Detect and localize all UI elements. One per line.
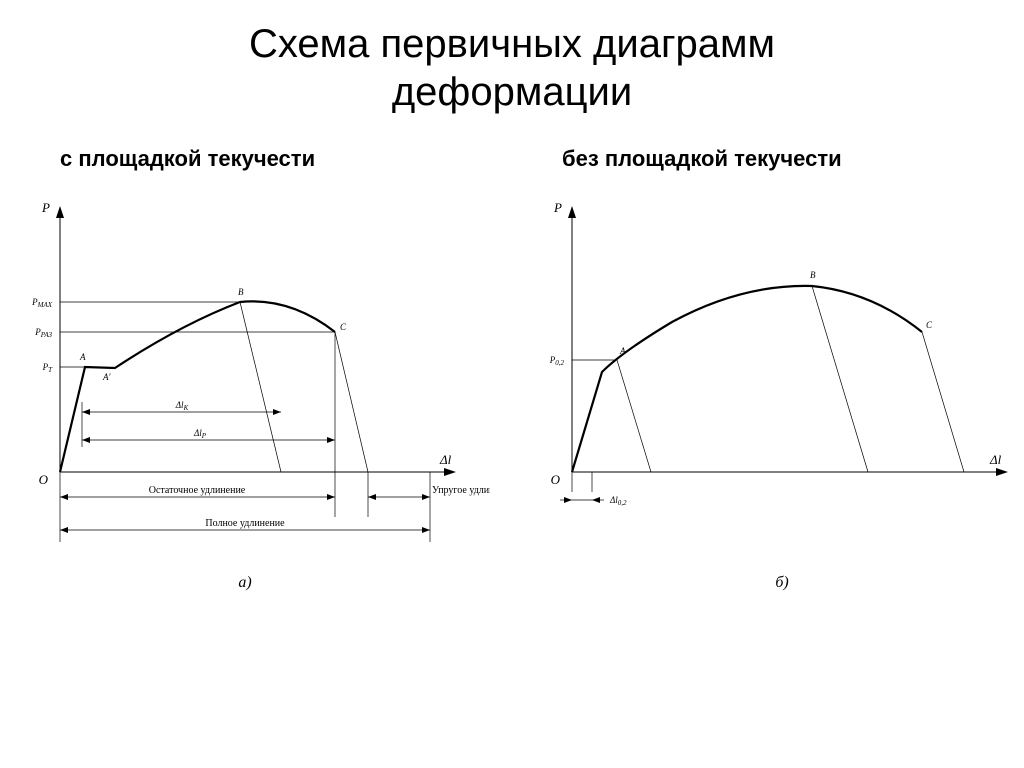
dim-total: Полное удлинение [60, 518, 430, 533]
svg-text:Остаточное удлинение: Остаточное удлинение [149, 485, 246, 496]
title-line1: Схема первичных диаграмм [249, 22, 775, 66]
caption-a: a) [238, 574, 251, 591]
pt-B-b: B [810, 270, 816, 280]
y-axis-label-a: P [41, 200, 50, 215]
svg-text:ΔlP: ΔlP [193, 428, 207, 440]
pt-A: A [79, 352, 86, 362]
subtitles-row: с площадкой текучести без площадкой теку… [0, 146, 1024, 172]
y-axis-label-b: P [553, 200, 562, 215]
ytick-pmax: PМАХ [31, 297, 53, 309]
dim-dlp: ΔlP [82, 428, 335, 443]
pt-Aprime: A' [102, 372, 111, 382]
ytick-pt: PT [42, 362, 54, 374]
origin-b: O [551, 472, 561, 487]
ytick-p02: P0,2 [549, 355, 565, 367]
dim-residual: Остаточное удлинение [60, 485, 335, 500]
svg-text:Полное удлинение: Полное удлинение [205, 518, 285, 529]
svg-text:Δl0,2: Δl0,2 [609, 495, 627, 507]
pt-C-b: C [926, 320, 933, 330]
diagram-b: P Δl O P0,2 A B C [512, 192, 1024, 612]
svg-text:Упругое удлинение: Упругое удлинение [432, 485, 490, 496]
pt-C: C [340, 322, 347, 332]
page-title: Схема первичных диаграмм деформации [0, 0, 1024, 116]
subtitle-right: без площадкой текучести [512, 146, 1024, 172]
x-axis-label-b: Δl [989, 452, 1002, 467]
diagrams-row: P Δl O PT PРАЗ PМАХ A A' B C [0, 192, 1024, 612]
diagram-a: P Δl O PT PРАЗ PМАХ A A' B C [0, 192, 512, 612]
dim-elastic: Упругое удлинение [368, 485, 490, 500]
origin-a: O [39, 472, 49, 487]
caption-b: б) [775, 574, 788, 591]
subtitle-left: с площадкой текучести [0, 146, 512, 172]
ytick-praz: PРАЗ [34, 327, 52, 339]
dim-dlk: ΔlK [82, 400, 281, 415]
pt-B: B [238, 287, 244, 297]
dim-dl02: Δl0,2 [560, 495, 627, 507]
svg-text:ΔlK: ΔlK [175, 400, 189, 412]
x-axis-label-a: Δl [439, 452, 452, 467]
pt-A-b: A [619, 346, 626, 356]
title-line2: деформации [392, 70, 632, 114]
